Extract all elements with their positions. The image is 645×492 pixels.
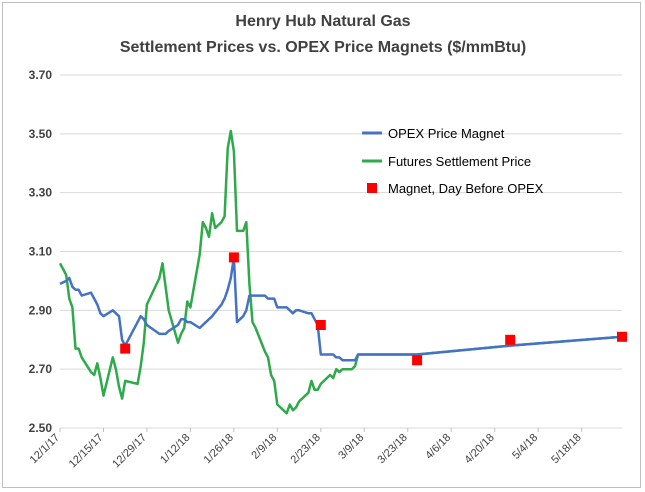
x-tick-label: 1/12/18	[158, 432, 192, 466]
y-tick-label: 3.70	[29, 68, 53, 82]
series-line-opex-price-magnet	[59, 256, 623, 362]
x-tick-label: 5/18/18	[549, 432, 583, 466]
x-tick-label: 4/6/18	[423, 432, 453, 462]
marker-point	[120, 343, 131, 354]
x-tick-label: 12/15/17	[67, 432, 106, 471]
marker-point	[505, 334, 516, 345]
legend-label-opex-price-magnet: OPEX Price Magnet	[388, 126, 505, 141]
chart-frame	[2, 2, 641, 488]
y-tick-label: 3.50	[29, 127, 53, 141]
gridlines	[60, 74, 622, 429]
marker-point	[412, 355, 423, 366]
y-tick-label: 3.30	[29, 186, 53, 200]
marker-point	[228, 252, 239, 263]
x-tick-label: 12/29/17	[110, 432, 149, 471]
x-tick-label: 5/4/18	[510, 432, 540, 462]
y-tick-label: 2.70	[29, 362, 53, 376]
y-axis-ticks: 2.50 2.70 2.90 3.10 3.30 3.50 3.70	[29, 68, 53, 435]
legend-label-futures-settlement-price: Futures Settlement Price	[388, 154, 531, 169]
x-axis-ticks: 12/1/17 12/15/17 12/29/17 1/12/18 1/26/18 2/9…	[28, 428, 584, 470]
x-tick-label: 3/23/18	[375, 432, 409, 466]
x-tick-label: 2/23/18	[289, 432, 323, 466]
plot-area	[58, 129, 627, 415]
marker-point	[315, 320, 326, 330]
x-tick-label: 4/20/18	[462, 432, 496, 466]
y-tick-label: 3.10	[29, 245, 53, 259]
legend: OPEX Price Magnet Futures Settlement Pri…	[362, 126, 544, 196]
chart-title-line-2: Settlement Prices vs. OPEX Price Magnets…	[120, 39, 526, 56]
x-tick-label: 3/9/18	[336, 432, 366, 462]
chart-title-line-1: Henry Hub Natural Gas	[235, 13, 410, 30]
marker-point	[617, 331, 627, 342]
y-tick-label: 2.50	[29, 421, 53, 435]
y-tick-label: 2.90	[29, 303, 53, 317]
x-tick-label: 1/26/18	[202, 432, 236, 466]
legend-label-magnet-day-before-opex: Magnet, Day Before OPEX	[388, 181, 544, 196]
legend-swatch-magnet-day-before-opex	[367, 183, 377, 193]
series-line-futures-settlement-price	[58, 129, 623, 415]
x-tick-label: 2/9/18	[249, 432, 279, 462]
x-tick-label: 12/1/17	[28, 432, 62, 466]
